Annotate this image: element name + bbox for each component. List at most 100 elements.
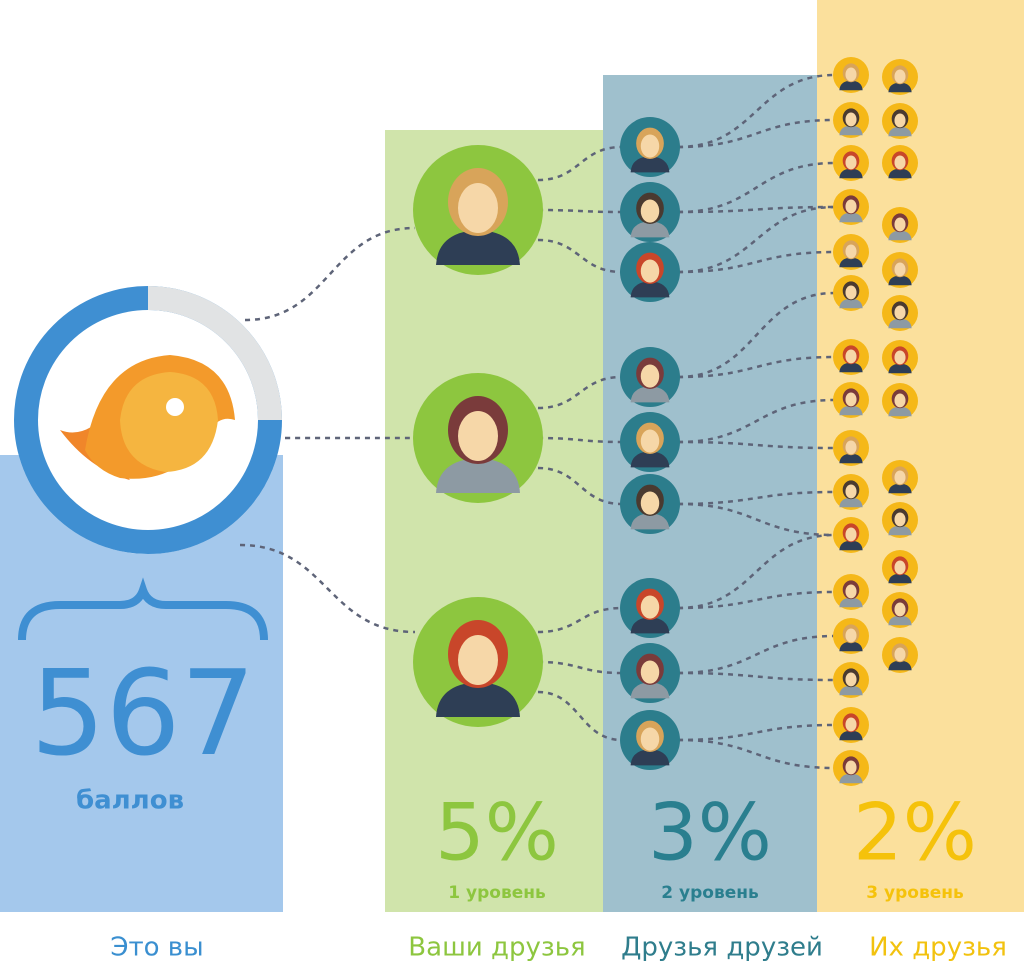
avatar-face [845,440,857,455]
avatar-body [839,641,863,652]
avatar [882,550,918,586]
connection [537,606,623,634]
avatar-face [894,305,906,320]
level-label: 1 уровень [448,883,545,903]
avatar-body [630,682,670,699]
avatar-body [839,540,863,551]
avatar-face [894,560,906,575]
avatar-face [894,647,906,662]
avatar [882,340,918,376]
avatar-body [888,615,912,626]
avatar [882,383,918,419]
avatar [833,145,869,181]
avatar-face [640,491,660,515]
avatar [833,618,869,654]
brace [18,577,268,641]
percent: 5% [435,788,559,878]
connection [677,490,836,506]
connection [677,355,836,379]
avatar [833,474,869,510]
avatar-body [888,363,912,374]
connection [537,145,623,182]
connection [537,375,623,410]
score-unit: баллов [76,786,184,816]
connection [537,660,623,675]
avatar [833,189,869,225]
avatar-body [839,597,863,608]
avatar-face [640,134,660,158]
avatar [620,347,680,407]
avatar-face [894,602,906,617]
avatar-face [845,67,857,82]
avatar-face [845,392,857,407]
avatar [620,182,680,242]
column-label: Их друзья [869,933,1007,963]
avatar [833,382,869,418]
avatar-body [630,156,670,173]
connection [677,590,836,610]
avatar-face [894,262,906,277]
avatar [882,460,918,496]
connection [677,502,836,537]
avatar [833,750,869,786]
avatar-face [845,760,857,775]
avatar-face [845,112,857,127]
avatar-body [630,617,670,634]
avatar-body [839,730,863,741]
avatar-face [894,155,906,170]
avatar-body [839,685,863,696]
avatar-face [845,672,857,687]
avatar-face [845,584,857,599]
connections [239,73,836,770]
avatar [833,517,869,553]
avatar-body [888,573,912,584]
avatar-face [845,717,857,732]
avatar-body [630,221,670,238]
avatar [620,242,680,302]
avatar-body [630,386,670,403]
avatar-body [888,406,912,417]
avatar-body [839,773,863,784]
connection [677,73,836,149]
connection [537,238,623,274]
avatar-body [888,525,912,536]
avatar-face [640,364,660,388]
avatar [882,207,918,243]
connection [677,291,836,379]
avatar-face [458,183,498,233]
avatar [413,373,543,503]
connection [677,533,836,610]
avatar [620,474,680,534]
connection [677,671,836,682]
avatar-face [894,350,906,365]
avatar-face [845,484,857,499]
avatar-body [839,497,863,508]
avatar [413,145,543,275]
avatar [620,412,680,472]
avatar-face [640,727,660,751]
avatar-body [888,483,912,494]
avatar [620,578,680,638]
avatar [833,430,869,466]
avatar [833,339,869,375]
avatar [882,295,918,331]
connection [537,690,623,742]
avatar-face [458,411,498,461]
avatar [882,59,918,95]
avatar-body [630,749,670,766]
avatar-face [894,470,906,485]
avatar-body [839,298,863,309]
avatar [833,234,869,270]
connection [537,466,623,506]
percent: 2% [853,788,977,878]
avatar-body [888,275,912,286]
avatar-body [888,318,912,329]
connection [677,250,836,274]
avatar [620,643,680,703]
avatar-body [839,212,863,223]
avatar-face [845,285,857,300]
avatar [882,502,918,538]
avatar [882,145,918,181]
connection [677,738,836,770]
